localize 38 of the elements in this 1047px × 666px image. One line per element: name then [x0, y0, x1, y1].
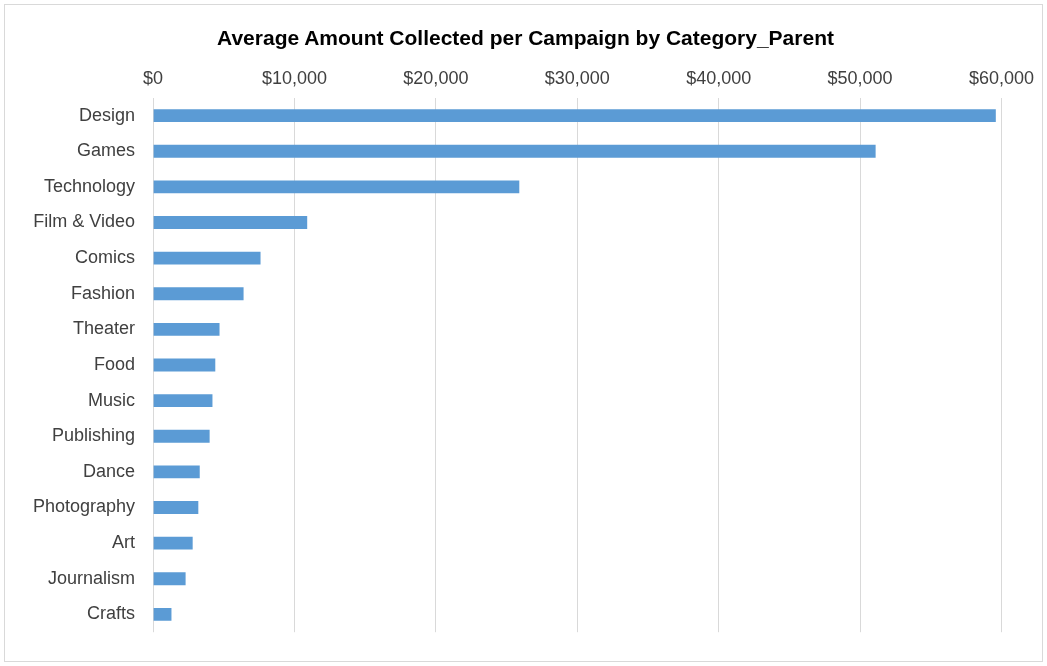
bar: [153, 109, 996, 123]
bar: [153, 322, 220, 336]
y-tick-label: Food: [94, 353, 136, 374]
x-tick-label: $20,000: [403, 67, 469, 88]
bar: [153, 287, 244, 301]
y-tick-label: Games: [77, 140, 136, 161]
y-tick-label: Technology: [44, 175, 136, 196]
bar: [153, 501, 199, 514]
x-tick-label: $0: [143, 67, 164, 88]
bar: [153, 180, 520, 194]
y-tick-label: Dance: [83, 460, 136, 481]
bar: [153, 358, 216, 372]
y-tick-label: Theater: [73, 318, 136, 339]
y-tick-label: Fashion: [71, 282, 136, 303]
bar: [153, 465, 200, 479]
x-tick-label: $30,000: [544, 67, 610, 88]
x-tick-label: $40,000: [686, 67, 752, 88]
bar: [153, 216, 308, 229]
y-tick-label: Film & Video: [33, 211, 136, 232]
x-tick-label: $10,000: [261, 67, 328, 88]
y-tick-label: Publishing: [52, 425, 136, 446]
bar: [153, 607, 172, 621]
y-tick-label: Photography: [33, 496, 136, 517]
y-tick-label: Music: [88, 389, 136, 410]
bar: [153, 429, 210, 443]
y-tick-label: Comics: [75, 247, 136, 268]
x-tick-label: $50,000: [827, 67, 893, 88]
y-tick-label: Crafts: [87, 603, 136, 624]
bar: [153, 251, 261, 265]
bar: [153, 536, 193, 550]
y-tick-label: Design: [79, 104, 136, 125]
bar: [153, 394, 213, 408]
chart-title: Average Amount Collected per Campaign by Category_Parent: [217, 26, 834, 50]
y-tick-label: Art: [112, 532, 136, 553]
bar: [153, 144, 876, 158]
x-tick-label: $60,000: [968, 67, 1035, 88]
bar: [153, 572, 186, 586]
y-tick-label: Journalism: [48, 567, 136, 588]
